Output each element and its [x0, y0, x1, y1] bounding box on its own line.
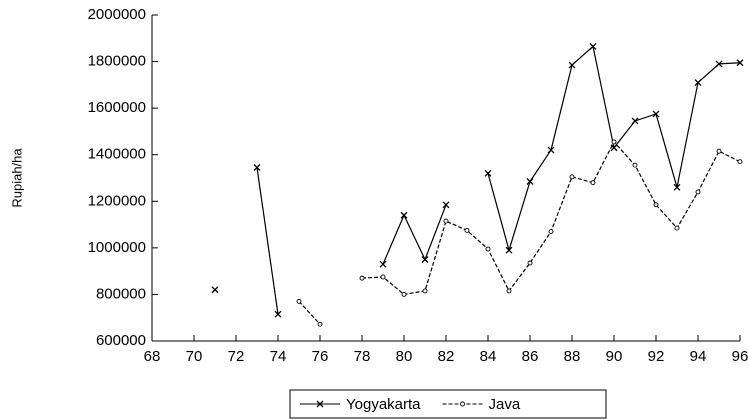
marker-x: [715, 60, 723, 68]
series-line: [298, 140, 741, 325]
marker-x: [694, 79, 702, 86]
marker-circle: [653, 202, 659, 208]
marker-x: [316, 400, 324, 408]
x-tick-label: 82: [438, 348, 455, 365]
x-tick-label: 88: [564, 348, 581, 365]
marker-x: [274, 310, 282, 318]
y-tick-label: 600000: [96, 332, 146, 349]
marker-circle: [422, 288, 428, 294]
x-tick-label: 90: [606, 348, 623, 365]
marker-circle: [380, 274, 386, 280]
marker-x: [589, 42, 597, 50]
series-line: [256, 45, 741, 315]
marker-circle: [401, 291, 407, 297]
x-tick-label: 96: [732, 348, 749, 365]
y-tick-label: 1400000: [88, 146, 146, 163]
legend-label: Yogyakarta: [346, 396, 421, 413]
marker-x: [400, 211, 408, 219]
x-tick-label: 70: [186, 348, 203, 365]
marker-circle: [464, 227, 470, 233]
marker-circle: [632, 162, 638, 168]
marker-x: [505, 246, 513, 254]
x-tick-label: 68: [144, 348, 161, 365]
marker-circle: [296, 298, 302, 304]
marker-x: [379, 260, 387, 268]
marker-x: [526, 178, 534, 185]
legend-box: [289, 389, 607, 419]
marker-circle: [590, 180, 596, 186]
x-tick-label: 78: [354, 348, 371, 365]
x-tick-label: 74: [270, 348, 287, 365]
y-tick-label: 1000000: [88, 239, 146, 256]
marker-x: [631, 117, 639, 125]
legend-label: Java: [489, 396, 521, 413]
marker-x: [211, 286, 219, 294]
marker-x: [421, 256, 429, 263]
marker-x: [484, 169, 492, 177]
marker-x: [568, 61, 576, 69]
marker-x: [652, 110, 660, 118]
y-tick-label: 1200000: [88, 192, 146, 209]
marker-x: [253, 164, 261, 171]
marker-circle: [317, 321, 323, 327]
marker-x: [673, 183, 681, 191]
x-tick-label: 72: [228, 348, 245, 365]
marker-circle: [506, 288, 512, 294]
y-tick-label: 800000: [96, 285, 146, 302]
x-tick-label: 86: [522, 348, 539, 365]
marker-x: [736, 59, 744, 67]
marker-circle: [674, 225, 680, 231]
y-tick-label: 1800000: [88, 53, 146, 70]
y-tick-label: 1600000: [88, 99, 146, 116]
marker-circle: [737, 159, 743, 165]
y-axis-label: Rupiah/ha: [9, 148, 24, 208]
marker-circle: [460, 401, 465, 407]
marker-circle: [569, 174, 575, 180]
marker-circle: [443, 218, 449, 224]
marker-circle: [611, 139, 617, 145]
y-tick-label: 2000000: [88, 6, 146, 23]
marker-circle: [527, 260, 533, 266]
marker-circle: [359, 275, 365, 281]
x-tick-label: 92: [648, 348, 665, 365]
marker-circle: [485, 246, 491, 252]
marker-circle: [548, 229, 554, 235]
marker-circle: [716, 148, 722, 154]
x-tick-label: 80: [396, 348, 413, 365]
x-tick-label: 84: [480, 348, 497, 365]
marker-x: [442, 201, 450, 209]
x-tick-label: 94: [690, 348, 707, 365]
marker-x: [547, 146, 555, 154]
marker-circle: [695, 189, 701, 195]
x-tick-label: 76: [312, 348, 329, 365]
